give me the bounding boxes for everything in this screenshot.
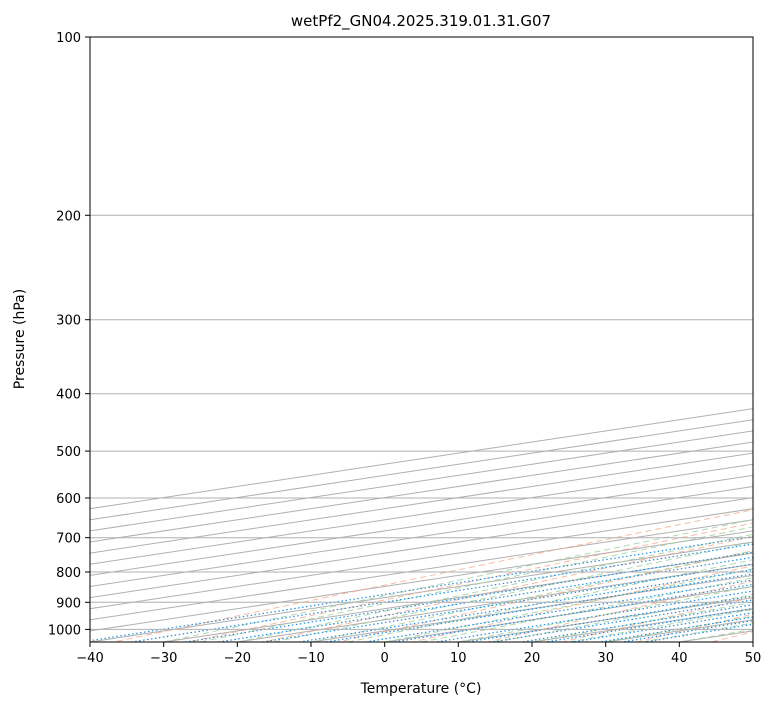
- isotherm-line: [381, 585, 753, 642]
- dry-adiabat-line: [560, 596, 753, 642]
- dry-adiabat-line: [739, 24, 775, 654]
- x-tick-label: −10: [297, 651, 324, 666]
- x-tick-label: 20: [524, 651, 541, 666]
- moist-adiabat-lines: [163, 519, 753, 642]
- x-tick-label: −20: [224, 651, 251, 666]
- x-tick-label: 50: [745, 651, 762, 666]
- isotherm-line: [90, 452, 753, 554]
- isotherm-lines: [90, 24, 775, 654]
- moist-adiabat-line: [605, 615, 753, 642]
- x-tick-label: −40: [76, 651, 103, 666]
- x-axis-label: Temperature (°C): [360, 681, 482, 697]
- chart-title: wetPf2_GN04.2025.319.01.31.G07: [291, 12, 551, 31]
- dry-adiabat-line: [709, 631, 753, 642]
- y-tick-label: 400: [56, 388, 81, 403]
- y-tick-label: 800: [56, 566, 81, 581]
- moist-adiabat-line: [274, 541, 753, 642]
- isotherm-line: [747, 24, 775, 654]
- pressure-grid-lines: [90, 37, 753, 630]
- x-tick-label: 10: [450, 651, 467, 666]
- moist-adiabat-line: [347, 559, 753, 642]
- isotherm-line: [749, 641, 753, 642]
- plot-area: 0.10.20.40.611.52346810131620253036-100-…: [90, 24, 775, 654]
- y-tick-label: 200: [56, 209, 81, 224]
- moist-adiabat-line: [568, 608, 753, 642]
- dry-adiabat-line: [111, 509, 753, 642]
- dry-adiabat-line: [410, 565, 753, 642]
- dry-adiabat-lines: [111, 24, 775, 654]
- moist-adiabat-line: [200, 526, 753, 642]
- y-tick-label: 300: [56, 314, 81, 329]
- isotherm-line: [528, 608, 753, 642]
- y-tick-label: 700: [56, 532, 81, 547]
- isotherm-line: [90, 485, 753, 587]
- isotherm-line: [90, 519, 753, 621]
- y-tick-label: 500: [56, 445, 81, 460]
- y-tick-label: 1000: [48, 623, 81, 638]
- isotherm-line: [90, 419, 753, 521]
- isotherm-line: [676, 630, 753, 642]
- dry-adiabat-line: [335, 550, 753, 642]
- y-axis-ticks: 100 200 300 400 500 600 700 800 900 1000: [48, 31, 90, 638]
- isotherm-line: [90, 497, 753, 599]
- isotherm-line: [307, 574, 753, 642]
- isotherm-line: [90, 430, 753, 532]
- y-tick-label: 100: [56, 31, 81, 46]
- moist-adiabat-line: [310, 550, 753, 642]
- mixing-ratio-line: [463, 595, 753, 642]
- isotherm-line: [90, 541, 753, 642]
- isotherm-line: [234, 563, 753, 642]
- y-tick-label: 600: [56, 492, 81, 507]
- moist-adiabat-line: [163, 519, 753, 642]
- dry-adiabat-line: [186, 522, 753, 642]
- dry-adiabat-line: [634, 613, 753, 642]
- x-tick-label: 30: [597, 651, 614, 666]
- isotherm-line: [90, 508, 753, 610]
- isotherm-line: [90, 408, 753, 510]
- plot-frame: [89, 36, 754, 643]
- mixing-ratio-line: [295, 569, 753, 642]
- x-tick-label: 0: [381, 651, 389, 666]
- x-tick-label: 40: [671, 651, 688, 666]
- y-axis-label: Pressure (hPa): [12, 289, 28, 389]
- isotherm-line: [90, 474, 753, 576]
- isotherm-line: [90, 530, 753, 632]
- moist-adiabat-line: [458, 585, 753, 642]
- x-tick-label: −30: [150, 651, 177, 666]
- isotherm-line: [90, 441, 753, 543]
- moist-adiabat-line: [237, 533, 753, 642]
- y-tick-label: 900: [56, 596, 81, 611]
- isotherm-line: [90, 463, 753, 565]
- x-axis-ticks: −40 −30 −20 −10 0 10 20 30 40 50: [76, 642, 761, 666]
